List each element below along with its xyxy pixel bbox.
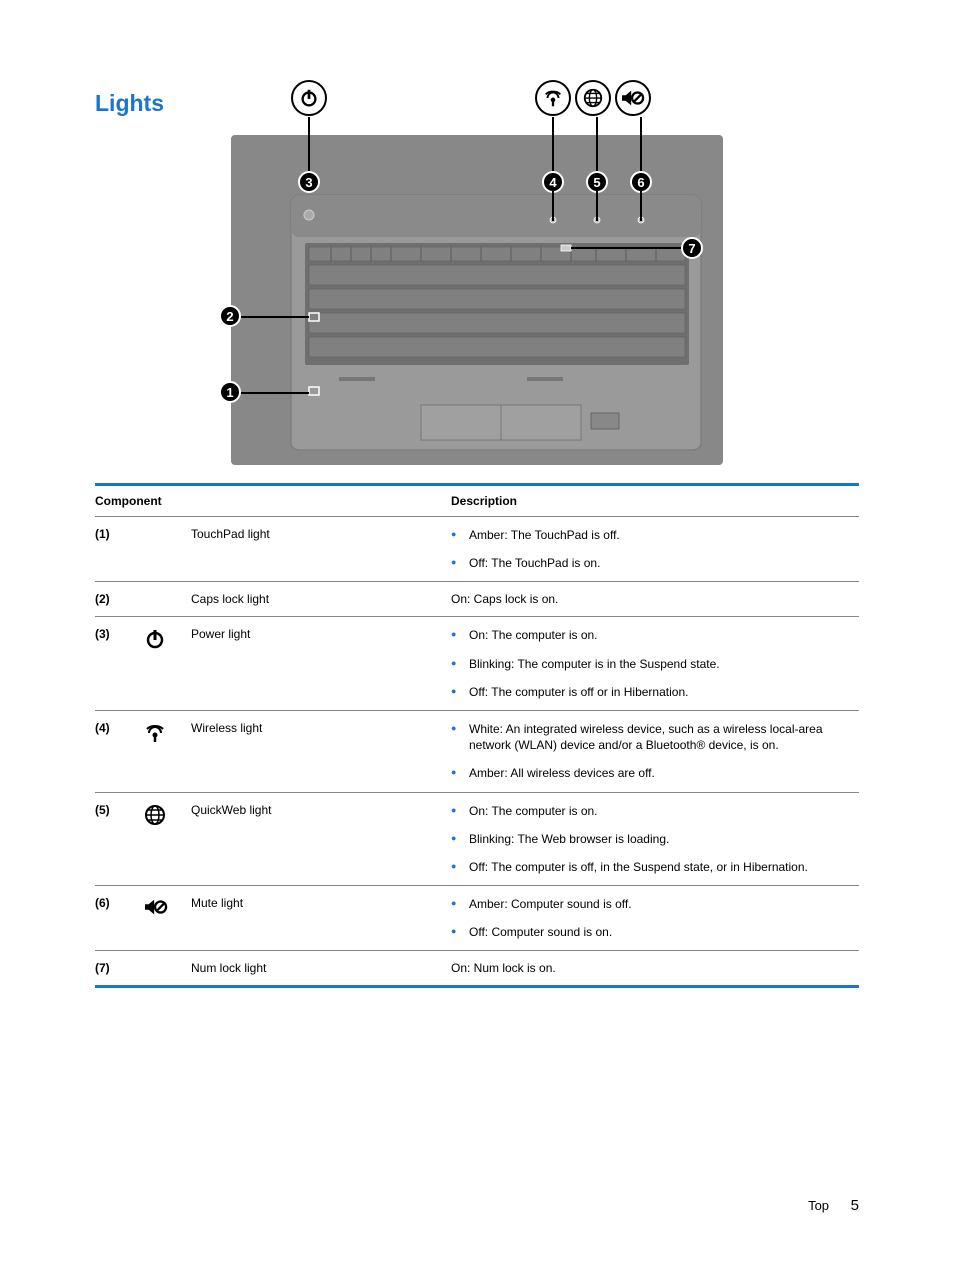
no-icon [143, 582, 191, 617]
description-item: Amber: The TouchPad is off. [451, 527, 853, 543]
table-row: (7) Num lock lightOn: Num lock is on. [95, 951, 859, 987]
description-item: Off: The computer is off or in Hibernati… [451, 684, 853, 700]
description-item: Off: The computer is off, in the Suspend… [451, 859, 853, 875]
callout-label: 1 [226, 385, 233, 400]
power-icon [291, 80, 327, 116]
description-list: On: The computer is on. Blinking: The com… [451, 627, 853, 700]
component-name: Power light [191, 617, 451, 711]
callout-6: 6 [630, 171, 652, 193]
row-number: (3) [95, 617, 143, 711]
component-description: Amber: The TouchPad is off. Off: The Touc… [451, 517, 859, 582]
row-number: (1) [95, 517, 143, 582]
mute-icon [615, 80, 651, 116]
component-name: Wireless light [191, 710, 451, 792]
globe-icon [143, 792, 191, 886]
top-icon-group-left [291, 80, 327, 116]
description-item: On: The computer is on. [451, 627, 853, 643]
component-name: Caps lock light [191, 582, 451, 617]
table-row: (3) Power lightOn: The computer is on. Bli… [95, 617, 859, 711]
description-item: Blinking: The computer is in the Suspend… [451, 656, 853, 672]
table-row: (5) QuickWeb lightOn: The computer is on.… [95, 792, 859, 886]
component-name: TouchPad light [191, 517, 451, 582]
row-number: (7) [95, 951, 143, 987]
globe-icon [575, 80, 611, 116]
lights-diagram: 1 2 3 4 5 6 7 [231, 135, 723, 465]
callout-label: 3 [305, 175, 312, 190]
table-row: (6) Mute lightAmber: Computer sound is of… [95, 886, 859, 951]
description-item: On: The computer is on. [451, 803, 853, 819]
callout-label: 4 [549, 175, 556, 190]
wireless-icon [535, 80, 571, 116]
description-item: Off: The TouchPad is on. [451, 555, 853, 571]
description-list: Amber: Computer sound is off. Off: Comput… [451, 896, 853, 940]
callout-3: 3 [298, 171, 320, 193]
description-list: Amber: The TouchPad is off. Off: The Touc… [451, 527, 853, 571]
row-number: (6) [95, 886, 143, 951]
no-icon [143, 951, 191, 987]
row-number: (2) [95, 582, 143, 617]
row-number: (5) [95, 792, 143, 886]
power-icon [143, 617, 191, 711]
header-component: Component [95, 485, 451, 517]
footer-label: Top [808, 1198, 829, 1213]
description-list: White: An integrated wireless device, su… [451, 721, 853, 782]
description-item: Off: Computer sound is on. [451, 924, 853, 940]
row-number: (4) [95, 710, 143, 792]
component-table: Component Description (1)TouchPad lightA… [95, 483, 859, 988]
header-description: Description [451, 485, 859, 517]
callout-label: 5 [593, 175, 600, 190]
page-number: 5 [851, 1197, 859, 1214]
description-list: On: The computer is on. Blinking: The Web… [451, 803, 853, 876]
component-name: Mute light [191, 886, 451, 951]
component-description: On: The computer is on. Blinking: The com… [451, 617, 859, 711]
description-item: Amber: All wireless devices are off. [451, 765, 853, 781]
component-name: QuickWeb light [191, 792, 451, 886]
section-heading: Lights [95, 90, 859, 117]
callout-label: 2 [226, 309, 233, 324]
component-description: White: An integrated wireless device, su… [451, 710, 859, 792]
description-item: Amber: Computer sound is off. [451, 896, 853, 912]
callout-5: 5 [586, 171, 608, 193]
callout-7: 7 [681, 237, 703, 259]
component-description: On: Caps lock is on. [451, 582, 859, 617]
description-item: Blinking: The Web browser is loading. [451, 831, 853, 847]
table-row: (2) Caps lock lightOn: Caps lock is on. [95, 582, 859, 617]
description-item: White: An integrated wireless device, su… [451, 721, 853, 753]
callout-1: 1 [219, 381, 241, 403]
table-row: (1) TouchPad lightAmber: The TouchPad is … [95, 517, 859, 582]
component-name: Num lock light [191, 951, 451, 987]
page-footer: Top 5 [808, 1197, 859, 1214]
component-description: On: Num lock is on. [451, 951, 859, 987]
mute-icon [143, 886, 191, 951]
callout-label: 6 [637, 175, 644, 190]
callout-4: 4 [542, 171, 564, 193]
callout-label: 7 [688, 241, 695, 256]
no-icon [143, 517, 191, 582]
component-description: On: The computer is on. Blinking: The Web… [451, 792, 859, 886]
callout-2: 2 [219, 305, 241, 327]
wireless-icon [143, 710, 191, 792]
top-icon-group-right [535, 80, 651, 116]
table-row: (4) Wireless lightWhite: An integrated wi… [95, 710, 859, 792]
component-description: Amber: Computer sound is off. Off: Comput… [451, 886, 859, 951]
